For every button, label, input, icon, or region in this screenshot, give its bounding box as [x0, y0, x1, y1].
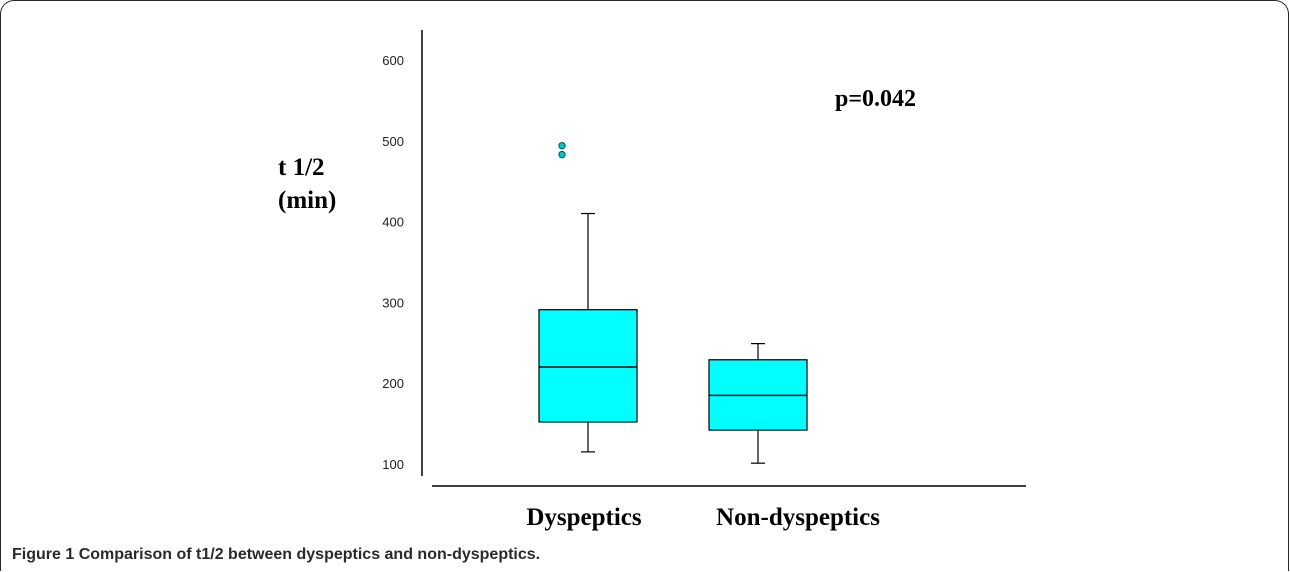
- y-tick-label: 400: [382, 215, 404, 230]
- y-tick-label: 600: [382, 53, 404, 68]
- outlier-point: [558, 141, 566, 150]
- box-iqr: [538, 309, 638, 423]
- y-tick-label: 300: [382, 295, 404, 310]
- outlier-point: [558, 150, 566, 159]
- caption-label: Figure 1: [12, 546, 75, 563]
- y-tick-label: 200: [382, 376, 404, 391]
- caption-text: Comparison of t1/2 between dyspeptics an…: [78, 546, 541, 563]
- plot-area: 100 200 300 400 500 600 Dyspeptics Non-dyspepti…: [382, 30, 1026, 531]
- x-category-label: Dyspeptics: [526, 504, 642, 531]
- p-value-annotation: p=0.042: [835, 86, 916, 112]
- figure-caption: Figure 1 Comparison of t1/2 between dysp…: [12, 546, 540, 564]
- y-axis-label: t 1/2 (min): [278, 154, 336, 214]
- y-axis-label-line-2: (min): [278, 187, 336, 214]
- x-category-label: Non-dyspeptics: [716, 504, 880, 531]
- y-tick-label: 100: [382, 457, 404, 472]
- y-tick-label: 500: [382, 134, 404, 149]
- y-axis-label-line-1: t 1/2: [278, 154, 325, 181]
- box-plot-chart: t 1/2 (min) p=0.042 100 200 300 400 500 600 Dy…: [278, 30, 1026, 531]
